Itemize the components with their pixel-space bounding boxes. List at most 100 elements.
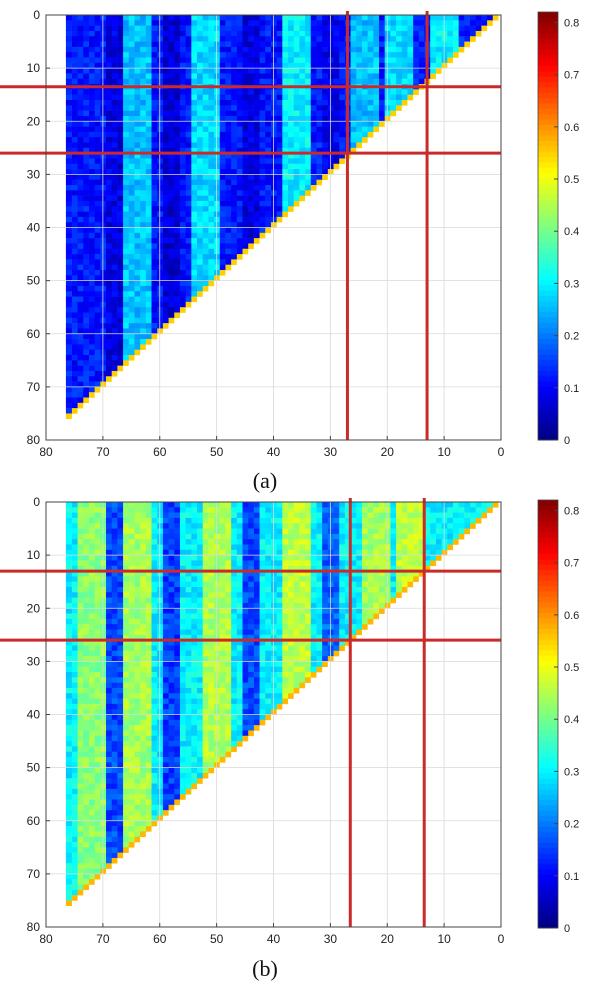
heatmap-cell (122, 270, 129, 276)
heatmap-cell (168, 62, 175, 69)
heatmap-cell (82, 381, 89, 388)
heatmap-cell (82, 200, 89, 207)
heatmap-cell (253, 78, 260, 85)
heatmap-cell (230, 581, 237, 588)
heatmap-cell (219, 243, 226, 250)
heatmap-cell (287, 195, 294, 202)
heatmap-cell (469, 20, 476, 26)
heatmap-cell (111, 52, 118, 58)
heatmap-cell (378, 533, 385, 540)
colorbar-segment (538, 177, 558, 184)
heatmap-cell (122, 62, 129, 69)
heatmap-cell (219, 216, 226, 223)
heatmap-cell (464, 523, 471, 529)
heatmap-cell (333, 629, 340, 636)
heatmap-cell (247, 666, 254, 673)
heatmap-cell (230, 57, 237, 64)
heatmap-cell (202, 30, 209, 37)
heatmap-cell (105, 169, 112, 175)
heatmap-cell (117, 147, 124, 154)
heatmap-cell (219, 46, 226, 53)
heatmap-cell (168, 270, 175, 276)
heatmap-cell (236, 248, 243, 255)
heatmap-cell (196, 264, 203, 271)
heatmap-cell (259, 539, 266, 545)
heatmap-cell (151, 41, 158, 48)
heatmap-cell (105, 502, 112, 508)
heatmap-cell (446, 512, 453, 519)
heatmap-cell (361, 131, 368, 138)
heatmap-cell (77, 222, 84, 228)
heatmap-cell (196, 629, 203, 636)
heatmap-cell (88, 20, 95, 26)
heatmap-cell (219, 581, 226, 588)
heatmap-cell (264, 533, 271, 540)
heatmap-cell (293, 656, 300, 662)
heatmap-cell (196, 576, 203, 582)
heatmap-cell (242, 174, 249, 180)
heatmap-cell (242, 105, 249, 111)
heatmap-cell (418, 46, 425, 53)
heatmap-cell (94, 528, 101, 535)
heatmap-cell (162, 581, 169, 588)
heatmap-cell (65, 413, 72, 420)
heatmap-cell (446, 539, 453, 545)
heatmap-cell (378, 502, 385, 508)
heatmap-cell (77, 645, 84, 652)
heatmap-cell (355, 576, 362, 582)
heatmap-cells-b (65, 502, 499, 907)
heatmap-cell (219, 126, 226, 133)
heatmap-cell (65, 576, 72, 582)
heatmap-cell (77, 592, 84, 598)
heatmap-cell (208, 105, 215, 111)
heatmap-cell (117, 597, 124, 604)
heatmap-cell (236, 571, 243, 577)
heatmap-cell (88, 232, 95, 239)
heatmap-cell (253, 216, 260, 223)
heatmap-cell (77, 227, 84, 234)
heatmap-cell (236, 613, 243, 620)
heatmap-cell (361, 608, 368, 614)
heatmap-cell (230, 517, 237, 524)
heatmap-cell (151, 565, 158, 572)
heatmap-cell (247, 640, 254, 646)
heatmap-cell (77, 52, 84, 58)
colorbar-segment (538, 274, 558, 280)
heatmap-cell (395, 533, 402, 540)
heatmap-cell (117, 137, 124, 143)
heatmap-cell (117, 634, 124, 641)
heatmap-cell (276, 640, 283, 646)
heatmap-cell (321, 661, 328, 667)
heatmap-cell (151, 571, 158, 577)
heatmap-cell (293, 158, 300, 165)
heatmap-cell (111, 105, 118, 111)
heatmap-cell (162, 656, 169, 662)
heatmap-cell (242, 147, 249, 154)
heatmap-cell (401, 560, 408, 567)
colorbar-segment (538, 300, 558, 307)
heatmap-cell (310, 581, 317, 588)
heatmap-cell (253, 190, 260, 196)
heatmap-cell (151, 259, 158, 265)
heatmap-cell (344, 597, 351, 604)
heatmap-cell (77, 115, 84, 122)
heatmap-cell (105, 576, 112, 582)
heatmap-cell (390, 502, 397, 508)
heatmap-cell (128, 179, 135, 186)
heatmap-cell (316, 30, 323, 37)
heatmap-cell (168, 200, 175, 207)
heatmap-cell (71, 386, 78, 393)
heatmap-cell (390, 528, 397, 535)
heatmap-cell (94, 355, 101, 361)
heatmap-cell (355, 608, 362, 614)
heatmap-cell (338, 121, 345, 127)
heatmap-cell (378, 41, 385, 48)
heatmap-cell (390, 523, 397, 529)
heatmap-cell (179, 528, 186, 535)
heatmap-cell (185, 131, 192, 138)
heatmap-cell (139, 624, 146, 630)
heatmap-cell (145, 544, 152, 551)
heatmap-cell (361, 571, 368, 577)
heatmap-cell (310, 20, 317, 26)
heatmap-cell (77, 365, 84, 372)
